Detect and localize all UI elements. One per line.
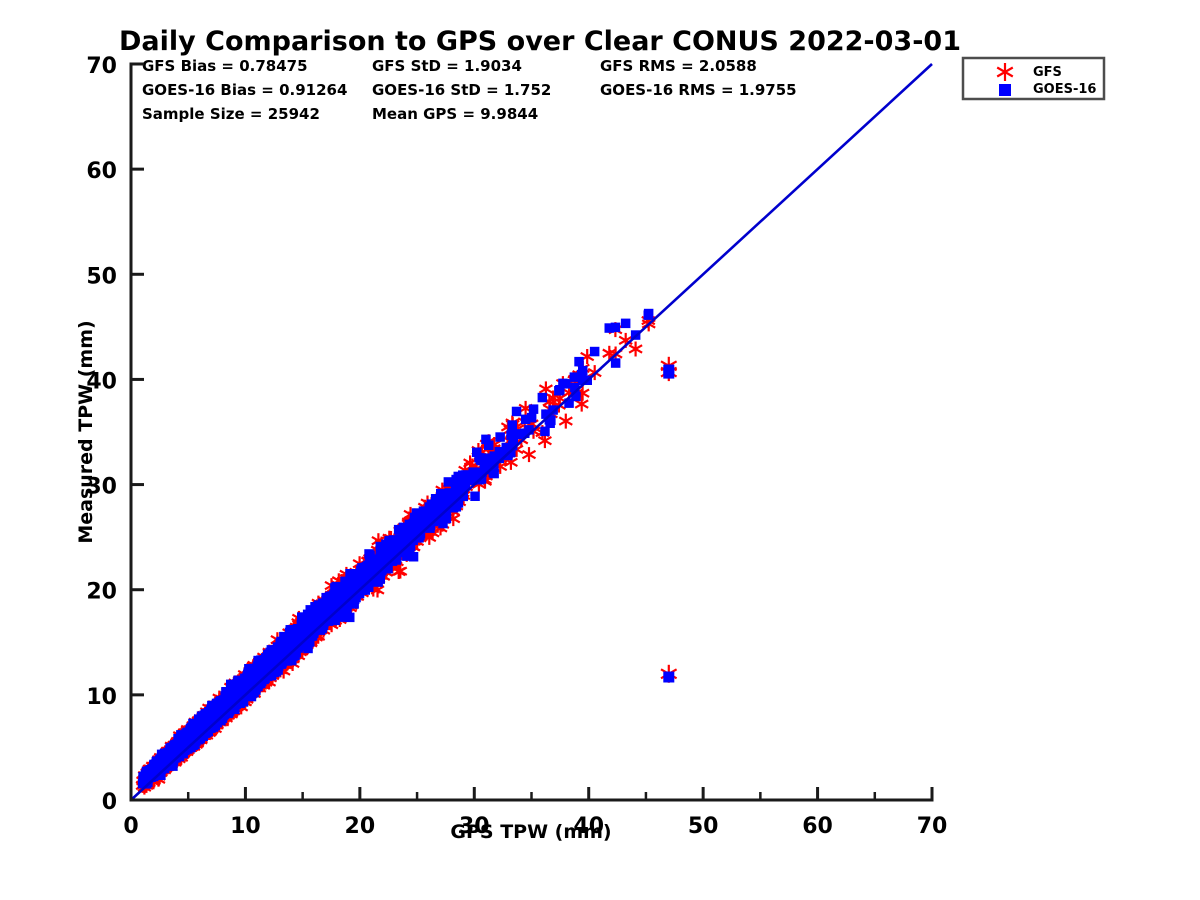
stats-annotations: GFS Bias = 0.78475 GFS StD = 1.9034 GFS …	[142, 57, 797, 123]
legend-box	[961, 56, 1106, 101]
y-tick-label-0: 0	[102, 790, 117, 815]
axis-ticks-layer	[131, 62, 934, 800]
axis-tick-labels-layer: 0 10 20 30 40 50 60 70 0 10 20 30 40 50 60 70	[86, 54, 947, 839]
legend-label-gfs: GFS	[1033, 65, 1062, 80]
y-tick-label-10: 10	[86, 685, 117, 710]
stat-gfs-std: GFS StD = 1.9034	[372, 57, 522, 75]
x-axis-label: GPS TPW (mm)	[450, 821, 611, 843]
scatter-points-layer	[135, 308, 678, 795]
legend-label-goes16: GOES-16	[1033, 82, 1096, 97]
stat-sample-size: Sample Size = 25942	[142, 105, 320, 123]
x-tick-label-40: 40	[573, 814, 604, 839]
stat-gfs-rms: GFS RMS = 2.0588	[600, 57, 757, 75]
series-goes16-points	[137, 308, 675, 789]
y-tick-label-60: 60	[86, 159, 117, 184]
y-tick-label-70: 70	[86, 54, 117, 79]
chart-legend[interactable]: GFS GOES-16	[961, 56, 1106, 101]
y-tick-label-40: 40	[86, 369, 117, 394]
page-title: Daily Comparison to GPS over Clear CONUS…	[119, 26, 961, 57]
y-axis-label: Measured TPW (mm)	[75, 320, 97, 543]
x-tick-label-20: 20	[345, 814, 376, 839]
y-tick-label-20: 20	[86, 580, 117, 605]
legend-marker-gfs-asterisk-icon	[996, 63, 1014, 81]
stat-goes16-bias: GOES-16 Bias = 0.91264	[142, 81, 347, 99]
stat-gfs-bias: GFS Bias = 0.78475	[142, 57, 308, 75]
one-to-one-line	[130, 63, 933, 801]
legend-marker-goes16-square-icon	[999, 84, 1011, 96]
stat-goes16-std: GOES-16 StD = 1.752	[372, 81, 551, 99]
stat-mean-gps: Mean GPS = 9.9844	[372, 105, 538, 123]
y-tick-label-50: 50	[86, 264, 117, 289]
x-tick-label-60: 60	[802, 814, 833, 839]
stat-goes16-rms: GOES-16 RMS = 1.9755	[600, 81, 797, 99]
x-tick-label-0: 0	[123, 814, 138, 839]
y-tick-label-30: 30	[86, 475, 117, 500]
x-tick-label-50: 50	[688, 814, 719, 839]
x-tick-label-10: 10	[230, 814, 261, 839]
x-tick-label-70: 70	[917, 814, 948, 839]
x-tick-label-30: 30	[459, 814, 490, 839]
